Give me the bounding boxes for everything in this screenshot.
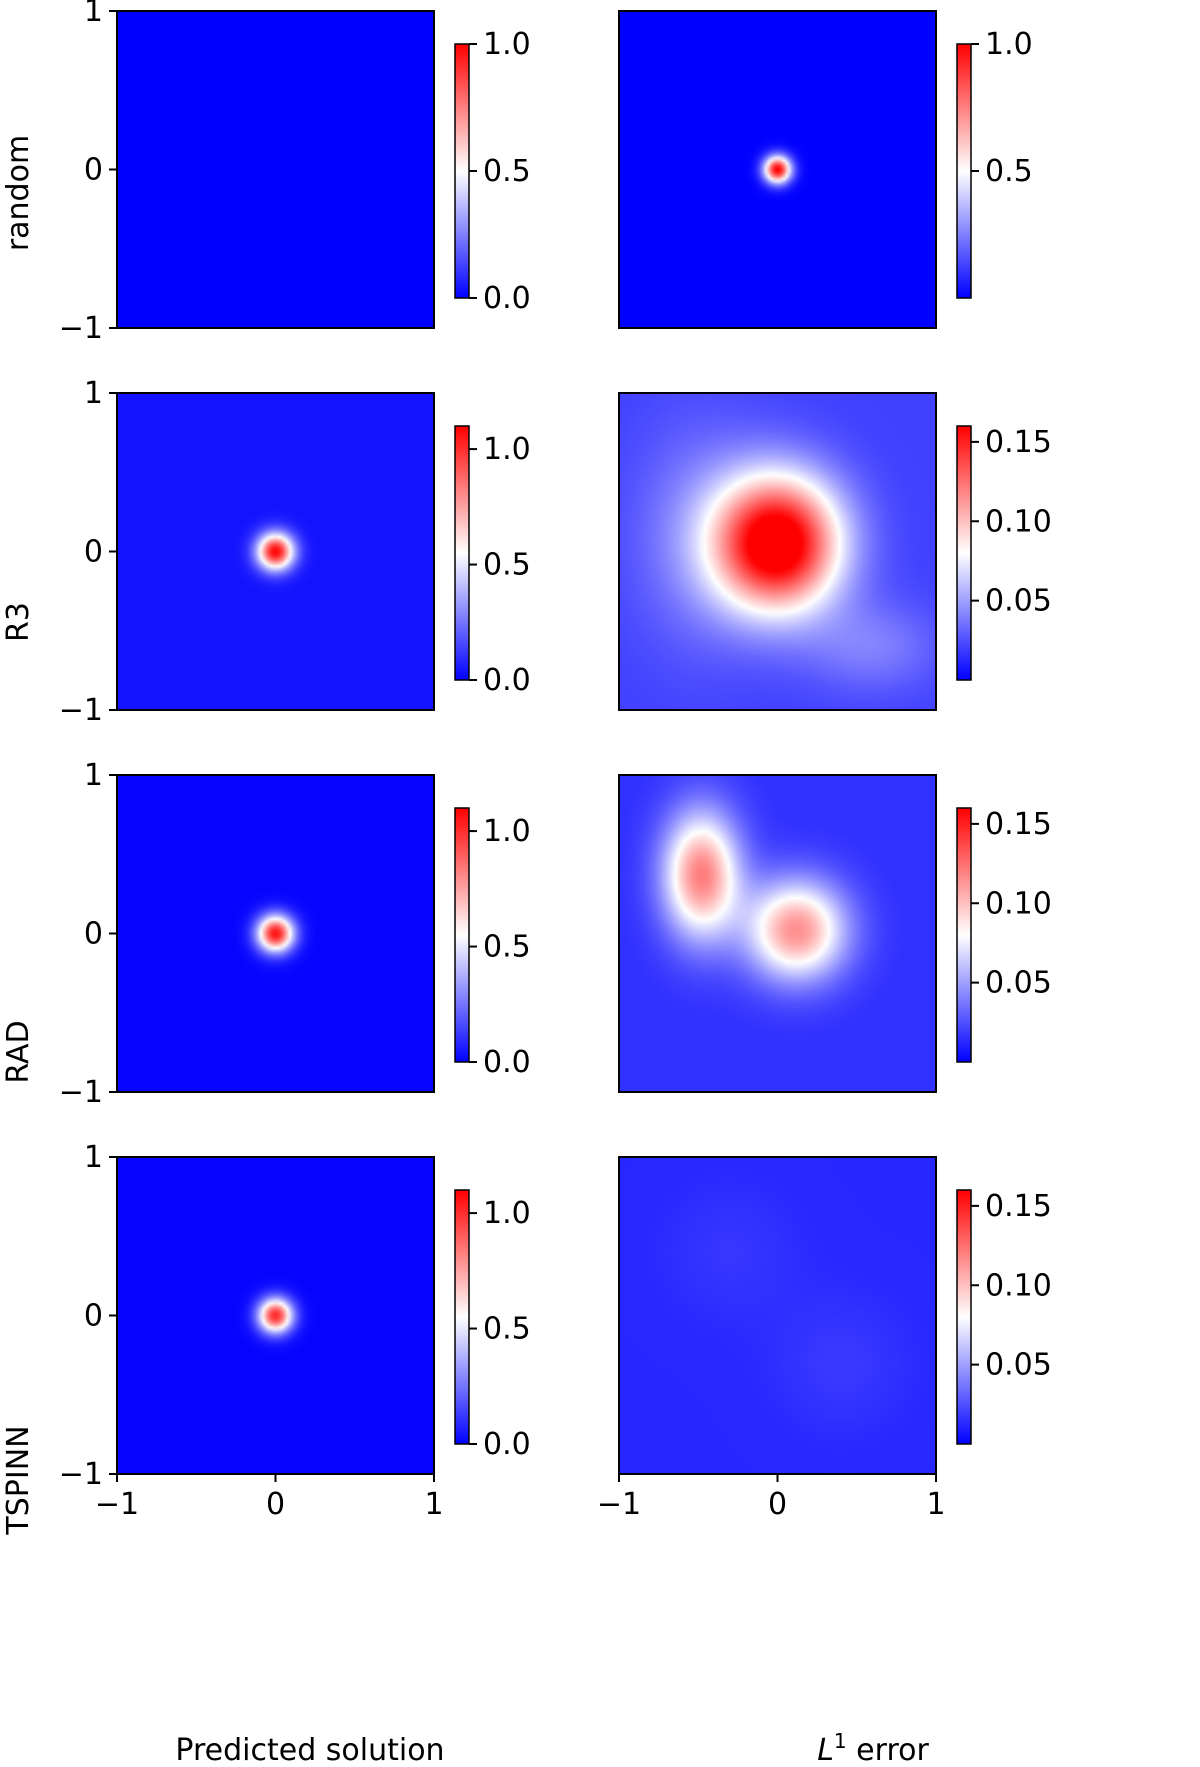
colorbar-tick-label-rad-l1-error: 0.15: [985, 807, 1052, 842]
y-tick-label-random-predicted-solution: −1: [59, 311, 103, 346]
y-tick-label-rad-predicted-solution: 1: [84, 758, 103, 793]
colorbar-tick-label-random-l1-error: 1.0: [985, 27, 1033, 62]
y-tick-label-r3-predicted-solution: 0: [84, 535, 103, 570]
colorbar-tick-label-tspinn-predicted-solution: 0.5: [483, 1312, 531, 1347]
colorbar-tick-label-random-l1-error: 0.5: [985, 154, 1033, 189]
y-tick-label-r3-predicted-solution: −1: [59, 693, 103, 728]
row-label-tspinn: TSPINN: [1, 1425, 36, 1535]
row-label-rad: RAD: [1, 1020, 36, 1083]
colorbar-rad-l1-error: [956, 807, 972, 1063]
axes-frame-rad-l1-error: [618, 774, 937, 1093]
colorbar-tick-label-random-predicted-solution: 0.5: [483, 154, 531, 189]
panel-random-l1-error: 0.5 1.0: [618, 10, 1033, 329]
axes-frame-random-l1-error: [618, 10, 937, 329]
axes-frame-r3-l1-error: [618, 392, 937, 711]
y-tick-label-tspinn-predicted-solution: −1: [59, 1457, 103, 1492]
colorbar-tick-label-rad-predicted-solution: 1.0: [483, 814, 531, 849]
colorbar-tick-label-rad-l1-error: 0.10: [985, 886, 1052, 921]
x-tick-label-tspinn-l1-error: 0: [768, 1487, 787, 1522]
colorbar-tick-label-tspinn-l1-error: 0.10: [985, 1268, 1052, 1303]
x-tick-label-tspinn-predicted-solution: −1: [95, 1487, 139, 1522]
colorbar-tick-label-rad-predicted-solution: 0.5: [483, 930, 531, 965]
colorbar-r3-l1-error: [956, 425, 972, 681]
heatmap-image-tspinn-l1-error: [619, 1157, 936, 1474]
x-tick-label-tspinn-predicted-solution: 0: [266, 1487, 285, 1522]
heatmap-image-tspinn-predicted-solution: [117, 1157, 434, 1474]
x-tick-label-tspinn-l1-error: 1: [926, 1487, 945, 1522]
panel-random-predicted-solution: −1 0 1 0.0 0.5 1.0: [59, 0, 531, 346]
x-tick-label-tspinn-predicted-solution: 1: [424, 1487, 443, 1522]
col-label-l1-error: L1 error: [817, 1729, 929, 1767]
colorbar-tick-label-tspinn-predicted-solution: 0.0: [483, 1427, 531, 1462]
panel-r3-l1-error: 0.05 0.10 0.15: [618, 392, 1052, 711]
panel-rad-predicted-solution: −1 0 1 0.0 0.5 1.0: [59, 758, 531, 1110]
row-label-random: random: [1, 135, 36, 251]
x-tick-label-tspinn-l1-error: −1: [597, 1487, 641, 1522]
y-tick-label-tspinn-predicted-solution: 1: [84, 1140, 103, 1175]
colorbar-random-l1-error: [956, 43, 972, 299]
colorbar-tick-label-rad-predicted-solution: 0.0: [483, 1045, 531, 1080]
heatmap-image-rad-predicted-solution: [117, 775, 434, 1092]
colorbar-r3-predicted-solution: [454, 425, 470, 681]
panel-tspinn-predicted-solution: −1 0 1 −1 0 1 0.0 0.5 1.0: [59, 1140, 531, 1522]
colorbar-tick-label-r3-predicted-solution: 0.5: [483, 548, 531, 583]
colorbar-tick-label-tspinn-l1-error: 0.05: [985, 1348, 1052, 1383]
col-label-predicted-solution: Predicted solution: [175, 1733, 444, 1767]
colorbar-tick-label-rad-l1-error: 0.05: [985, 966, 1052, 1001]
panel-r3-predicted-solution: −1 0 1 0.0 0.5 1.0: [59, 376, 531, 728]
colorbar-rad-predicted-solution: [454, 807, 470, 1063]
colorbar-tick-label-r3-predicted-solution: 0.0: [483, 663, 531, 698]
heatmap-image-r3-predicted-solution: [117, 393, 434, 710]
panels: −1 0 1 0.0 0.5 1.0 0.5 1.0 −1 0 1 0.0 0.5 1.0 0.05 0.10…: [59, 0, 1052, 1522]
colorbar-tspinn-predicted-solution: [454, 1189, 470, 1445]
colorbar-tick-label-r3-l1-error: 0.10: [985, 504, 1052, 539]
panel-tspinn-l1-error: −1 0 1 0.05 0.10 0.15: [597, 1156, 1052, 1522]
colorbar-tick-label-r3-l1-error: 0.05: [985, 584, 1052, 619]
heatmap-image-random-predicted-solution: [117, 11, 434, 328]
y-tick-label-r3-predicted-solution: 1: [84, 376, 103, 411]
colorbar-tick-label-random-predicted-solution: 0.0: [483, 281, 531, 316]
colorbar-tspinn-l1-error: [956, 1189, 972, 1445]
y-tick-label-random-predicted-solution: 1: [84, 0, 103, 29]
row-label-r3: R3: [1, 602, 36, 642]
y-tick-label-tspinn-predicted-solution: 0: [84, 1299, 103, 1334]
heatmap-image-rad-l1-error: [619, 775, 936, 1092]
y-tick-label-random-predicted-solution: 0: [84, 153, 103, 188]
heatmap-image-random-l1-error: [619, 11, 936, 328]
colorbar-tick-label-tspinn-l1-error: 0.15: [985, 1189, 1052, 1224]
heatmap-image-r3-l1-error: [619, 393, 936, 710]
colorbar-tick-label-random-predicted-solution: 1.0: [483, 27, 531, 62]
colorbar-tick-label-tspinn-predicted-solution: 1.0: [483, 1196, 531, 1231]
colorbar-tick-label-r3-l1-error: 0.15: [985, 425, 1052, 460]
panel-rad-l1-error: 0.05 0.10 0.15: [618, 774, 1052, 1093]
y-tick-label-rad-predicted-solution: 0: [84, 917, 103, 952]
colorbar-random-predicted-solution: [454, 43, 470, 299]
colorbar-tick-label-r3-predicted-solution: 1.0: [483, 432, 531, 467]
y-tick-label-rad-predicted-solution: −1: [59, 1075, 103, 1110]
